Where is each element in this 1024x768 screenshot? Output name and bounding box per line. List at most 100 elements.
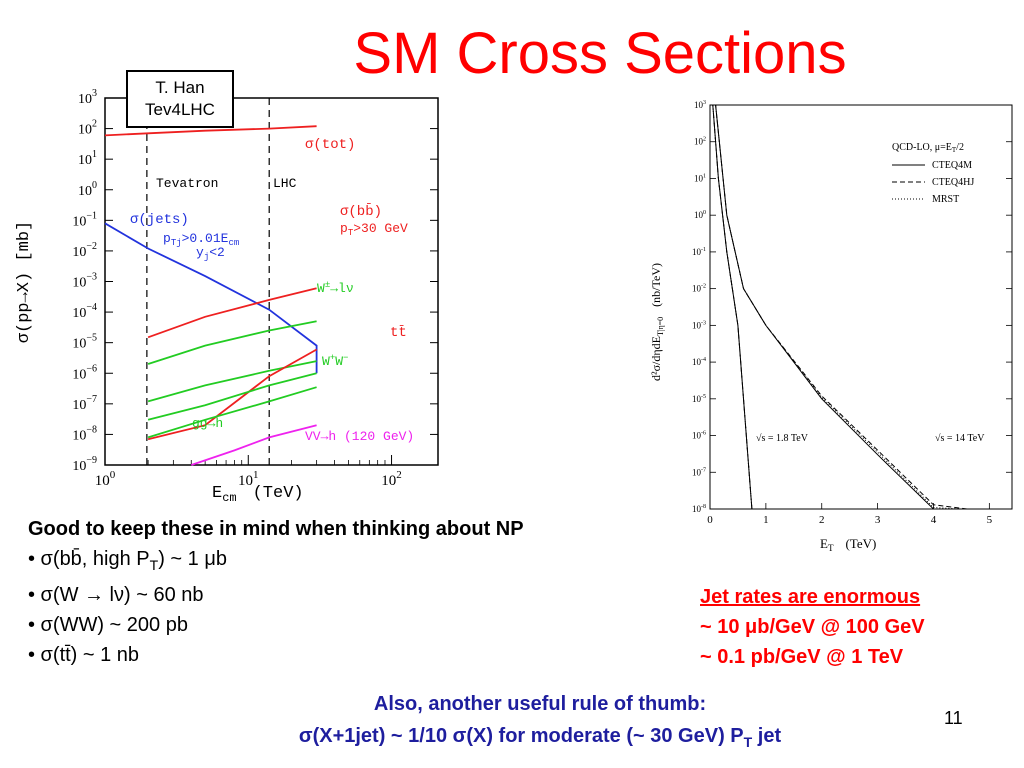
y-tick-label: 10-4: [692, 357, 706, 367]
y-tick-label: 10−3: [72, 272, 97, 291]
ww-label: W+W−: [322, 353, 348, 369]
right-legend: QCD-LO, μ=ET/2 CTEQ4M CTEQ4HJ MRST: [892, 142, 974, 205]
right-plot-frame: [709, 104, 1013, 510]
x-tick-label: 0: [707, 514, 713, 526]
y-tick-label: 10-3: [692, 320, 706, 330]
left-y-axis-label: σ(pp→X) [mb]: [15, 221, 34, 343]
vv-h-label: VV→h (120 GeV): [305, 429, 414, 444]
slide-title: SM Cross Sections: [353, 21, 847, 86]
series-line: [147, 360, 317, 403]
right-y-ticks: 103 102 101 100 10-1 10-2 10-3 10-4 10-5 10-6 10-7…: [692, 100, 1012, 514]
y-tick-label: 102: [694, 137, 706, 147]
rule-line-2: σ(X+1jet) ~ 1/10 σ(X) for moderate (~ 30…: [298, 725, 782, 750]
page-number: 11: [944, 708, 963, 728]
y-tick-label: 10-8: [692, 504, 706, 514]
note-bullet: • σ(W → lν) ~ 60 nb: [28, 584, 204, 606]
y-tick-label: 10−8: [72, 424, 97, 443]
x-tick-label: 102: [381, 469, 402, 489]
right-series: [712, 104, 968, 510]
legend-cteq4m: CTEQ4M: [932, 160, 972, 171]
y-tick-label: 100: [78, 180, 97, 199]
series-line: [715, 104, 962, 510]
y-tick-label: 10−9: [72, 455, 97, 474]
y-tick-label: 103: [78, 88, 97, 107]
y-tick-label: 102: [78, 119, 97, 138]
x-tick-label: 1: [763, 514, 769, 526]
y-tick-label: 10−4: [72, 302, 97, 321]
notes-block: Good to keep these in mind when thinking…: [28, 514, 524, 670]
note-bullet: • σ(bb̄, high PT) ~ 1 μb: [28, 548, 227, 573]
credit-workshop: Tev4LHC: [145, 100, 215, 119]
credit-author: T. Han: [155, 78, 205, 97]
notes-heading: Good to keep these in mind when thinking…: [28, 518, 524, 540]
y-tick-label: 10-7: [692, 467, 706, 477]
jet-rate-line: ~ 0.1 pb/GeV @ 1 TeV: [700, 646, 904, 668]
right-y-axis-label: d²σ/dηdET|η=0(nb/TeV): [649, 263, 665, 381]
y-tick-label: 10−1: [72, 210, 97, 229]
tevatron-label: Tevatron: [156, 176, 218, 191]
jet-rates-heading: Jet rates are enormous: [700, 586, 921, 608]
x-tick-label: 5: [987, 514, 993, 526]
y-tick-label: 10−6: [72, 363, 97, 382]
left-x-axis-label: Ecm (TeV): [212, 484, 304, 505]
series-line: [712, 104, 753, 510]
jet-rate-plot: 10310210110010-110-210-310-410-510-610-7…: [649, 100, 1013, 553]
x-tick-label: 3: [875, 514, 881, 526]
series-line: [715, 104, 968, 510]
y-tick-label: 10-1: [692, 247, 706, 257]
w-lnu-label: W±→lν: [317, 280, 354, 296]
bb-pt-cut-label: pT>30 GeV: [340, 221, 408, 238]
y-tick-label: 101: [694, 173, 706, 183]
yj-cut-label: yj<2: [196, 245, 225, 262]
cross-section-plot: 103 102 101 100 10−1 10−2 10−3 10−4 10−5 10−6 10−7…: [15, 88, 439, 505]
left-series: [104, 125, 318, 466]
ptj-cut-label: pTj>0.01Ecm: [163, 231, 239, 248]
ttbar-label: tt̄: [390, 324, 407, 341]
y-tick-label: 10-5: [692, 394, 706, 404]
jet-rate-line: ~ 10 μb/GeV @ 100 GeV: [700, 616, 925, 638]
gg-h-label: gg→h: [192, 416, 223, 431]
left-y-ticks: 103 102 101 100 10−1 10−2 10−3 10−4 10−5 10−6 10−7…: [72, 88, 438, 474]
y-tick-label: 10-2: [692, 284, 706, 294]
sqrt-s-1p8-label: √s = 1.8 TeV: [756, 433, 809, 444]
series-line: [712, 104, 753, 510]
left-x-ticks: 100 101 102: [95, 455, 402, 489]
x-tick-label: 101: [238, 469, 259, 489]
y-tick-label: 101: [78, 149, 97, 168]
series-line: [147, 372, 317, 421]
credit-box: T. Han Tev4LHC: [126, 70, 234, 128]
sigma-jets-label: σ(jets): [130, 212, 189, 228]
note-bullet: • σ(WW) ~ 200 pb: [28, 614, 188, 636]
y-tick-label: 10-6: [692, 431, 706, 441]
right-x-axis-label: ET (TeV): [820, 536, 876, 553]
note-bullet: • σ(tt̄) ~ 1 nb: [28, 644, 140, 666]
series-line: [712, 104, 753, 510]
x-tick-label: 100: [95, 469, 116, 489]
y-tick-label: 10−7: [72, 394, 97, 413]
series-line: [147, 287, 317, 339]
y-tick-label: 100: [694, 210, 706, 220]
series-line: [147, 348, 318, 441]
y-tick-label: 10−5: [72, 333, 97, 352]
y-tick-label: 103: [694, 100, 706, 110]
left-plot-frame: [104, 97, 439, 466]
series-line: [147, 320, 317, 365]
left-vlines: [146, 98, 270, 465]
right-x-ticks: 0 1 2 3 4 5: [707, 503, 993, 526]
jet-rates-block: Jet rates are enormous ~ 10 μb/GeV @ 100…: [700, 582, 925, 672]
y-tick-label: 10−2: [72, 241, 97, 260]
series-line: [191, 424, 317, 466]
legend-cteq4hj: CTEQ4HJ: [932, 177, 974, 188]
sigma-bb-label: σ(bb̄): [340, 203, 382, 220]
x-tick-label: 4: [931, 514, 937, 526]
legend-mrst: MRST: [932, 194, 959, 205]
x-tick-label: 2: [819, 514, 825, 526]
legend-title: QCD-LO, μ=ET/2: [892, 142, 964, 154]
series-line: [104, 125, 317, 137]
rule-of-thumb: Also, another useful rule of thumb: σ(X+…: [200, 688, 880, 758]
lhc-label: LHC: [273, 176, 297, 191]
sqrt-s-14-label: √s = 14 TeV: [935, 433, 985, 444]
series-line: [715, 104, 962, 510]
sigma-tot-label: σ(tot): [305, 137, 355, 153]
